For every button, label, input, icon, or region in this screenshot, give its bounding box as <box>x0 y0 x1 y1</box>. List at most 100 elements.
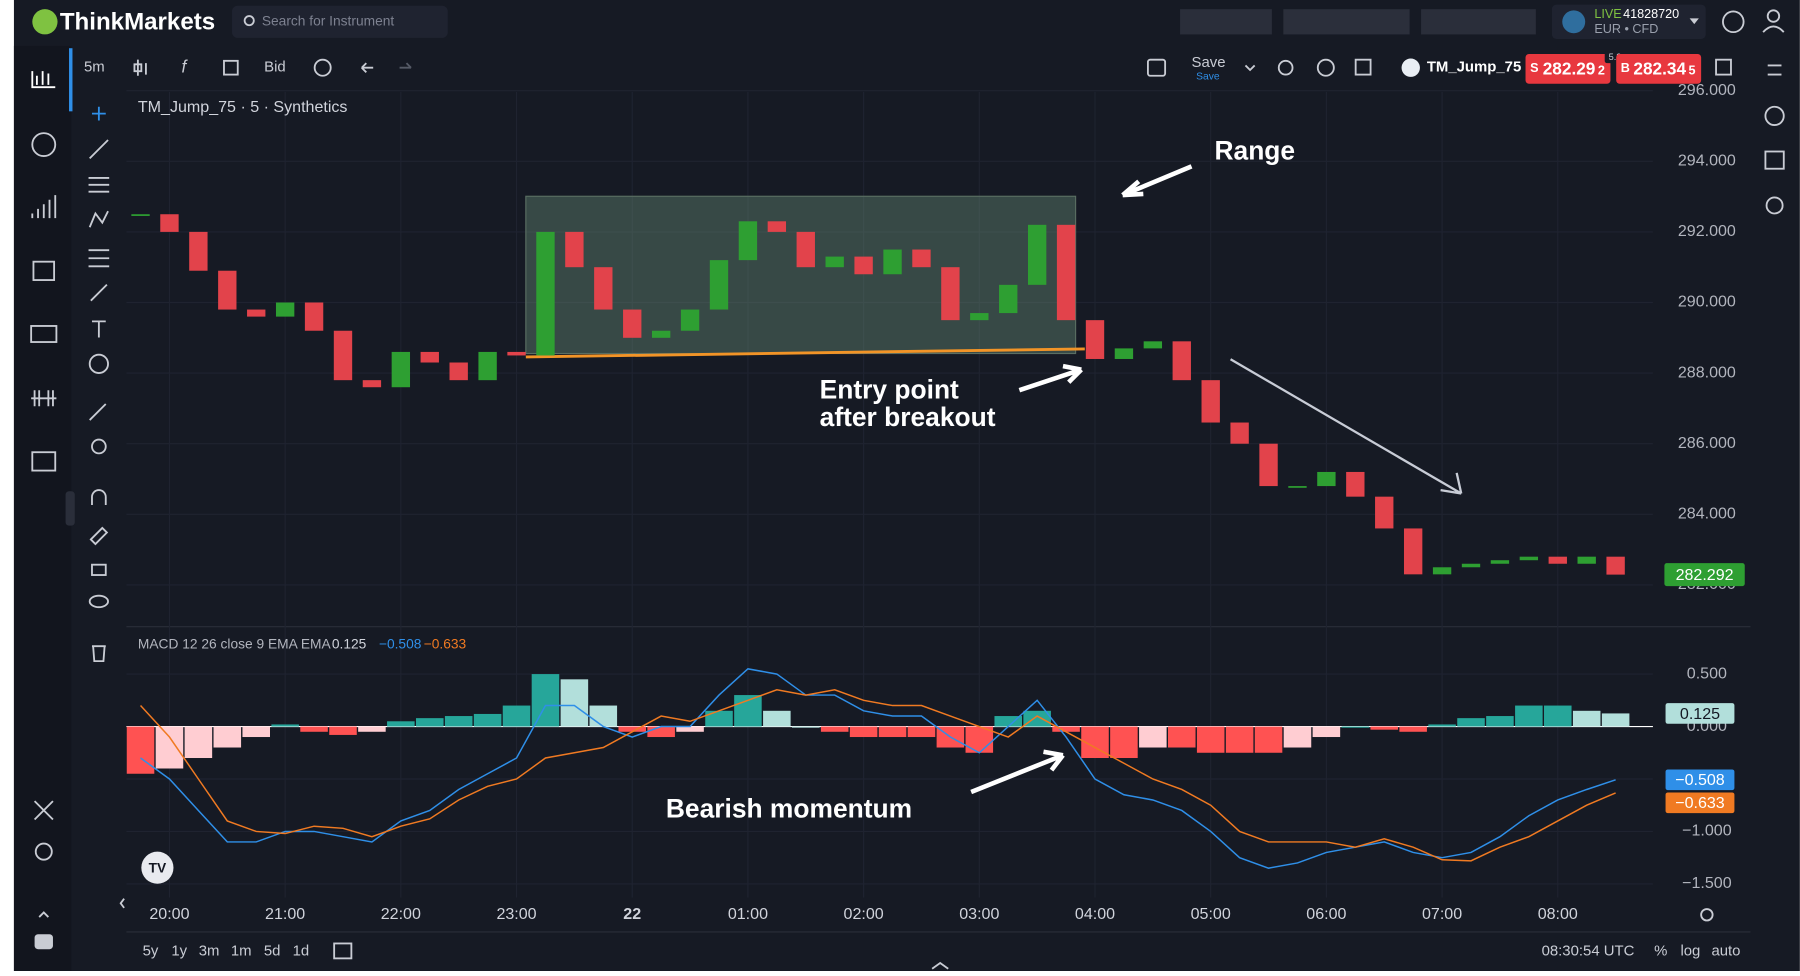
buy-pip[interactable]: 5 <box>1689 63 1696 77</box>
tv-logo[interactable] <box>141 851 174 884</box>
line-tool[interactable] <box>89 139 109 160</box>
log-toggle[interactable]: log <box>1680 942 1700 959</box>
nav-tools[interactable] <box>31 390 57 407</box>
magnet-tool[interactable] <box>91 489 107 506</box>
search-box[interactable] <box>232 5 448 38</box>
histogram-bar <box>271 724 299 727</box>
redo-icon[interactable] <box>399 62 412 69</box>
candle <box>912 249 931 268</box>
undo-icon[interactable] <box>361 62 374 73</box>
y-tick-label: 296.000 <box>1678 81 1736 99</box>
x-tick-label: 20:00 <box>149 905 189 923</box>
nav-expand[interactable] <box>65 491 75 526</box>
nav-theme[interactable] <box>34 842 53 861</box>
popout-icon[interactable] <box>1715 58 1732 76</box>
interval[interactable]: 5m <box>84 59 105 76</box>
value-badge <box>1665 703 1735 724</box>
nav-chat[interactable] <box>34 934 53 950</box>
layouts-icon[interactable] <box>223 59 239 76</box>
crosshair-tool[interactable] <box>91 106 106 121</box>
sell-button[interactable] <box>1525 53 1611 84</box>
x-tick-label: 22 <box>623 905 641 923</box>
sell-pip[interactable]: 2 <box>1598 63 1605 77</box>
quick-search-icon[interactable] <box>1277 59 1294 76</box>
axis-settings[interactable] <box>1700 908 1714 922</box>
histogram-bar <box>1225 726 1254 753</box>
account-dropdown[interactable] <box>1689 18 1699 25</box>
candle <box>391 351 411 388</box>
price-type[interactable]: Bid <box>264 59 286 76</box>
histogram-bar <box>329 726 357 735</box>
goto-date-icon[interactable] <box>333 942 353 960</box>
nav-analysis[interactable] <box>31 195 57 219</box>
indicators-icon[interactable]: f <box>182 56 189 76</box>
candle <box>767 221 787 232</box>
candle <box>651 330 671 338</box>
save-button[interactable]: Save <box>1192 54 1226 71</box>
buy-side[interactable]: B <box>1621 61 1630 75</box>
nav-mute[interactable] <box>33 800 54 821</box>
nav-markets[interactable] <box>31 132 57 158</box>
candle <box>304 302 324 331</box>
range-button[interactable]: 5d <box>264 942 281 959</box>
sidebar-alarm[interactable] <box>1765 196 1784 215</box>
range-buttons: 5y 1y 3m 1m 5d 1d <box>143 942 310 959</box>
account-box[interactable] <box>1551 4 1706 40</box>
zoom-tool[interactable] <box>91 438 107 455</box>
text-tool[interactable] <box>91 320 106 338</box>
histogram-bar <box>1544 705 1572 727</box>
range-button[interactable]: 1y <box>171 942 187 959</box>
range-button[interactable]: 3m <box>199 942 220 959</box>
range-button[interactable]: 5y <box>143 942 159 959</box>
profile-icon[interactable] <box>1766 9 1781 23</box>
nav-video[interactable] <box>31 451 57 472</box>
help-icon[interactable] <box>1722 10 1745 34</box>
settings-icon[interactable] <box>1316 58 1335 77</box>
lock-drawing-tool[interactable] <box>89 526 109 546</box>
panel-toggle[interactable] <box>931 961 949 970</box>
brush-tool[interactable] <box>90 283 108 302</box>
hide-tool[interactable] <box>88 594 109 609</box>
select-icon[interactable] <box>1146 58 1167 77</box>
delete-tool[interactable] <box>91 645 106 663</box>
chart-type-icon[interactable] <box>133 59 147 76</box>
buy-price[interactable]: 282.34 <box>1633 59 1686 79</box>
range-button[interactable]: 1d <box>293 942 310 959</box>
auto-toggle[interactable]: auto <box>1711 942 1740 959</box>
blurred-info <box>1283 9 1410 35</box>
lock-tool[interactable] <box>91 563 107 576</box>
emoji-tool[interactable] <box>88 353 109 374</box>
search-placeholder[interactable]: Search for Instrument <box>262 13 395 28</box>
scroll-left[interactable] <box>119 898 125 909</box>
percent-toggle[interactable]: % <box>1654 942 1667 959</box>
nav-money[interactable] <box>30 325 58 343</box>
buy-button[interactable] <box>1616 53 1702 84</box>
nav-up[interactable] <box>38 911 50 918</box>
sidebar-news[interactable] <box>1764 150 1785 170</box>
search-icon <box>243 15 255 27</box>
range-button[interactable]: 1m <box>231 942 252 959</box>
y-tick-label: 292.000 <box>1678 222 1736 240</box>
symbol[interactable]: TM_Jump_75 <box>1427 59 1521 76</box>
add-icon[interactable] <box>313 58 332 77</box>
x-tick-label: 07:00 <box>1422 905 1462 923</box>
histogram-bar <box>647 726 675 738</box>
candle <box>1346 471 1365 497</box>
nav-charts[interactable] <box>31 71 56 89</box>
histogram-bar <box>155 726 184 769</box>
fib-tool[interactable] <box>88 249 110 268</box>
save-dropdown[interactable] <box>1244 64 1256 72</box>
x-tick-label: 03:00 <box>959 905 999 923</box>
nav-calendar[interactable] <box>32 260 56 281</box>
value-badge-label: −0.508 <box>1675 771 1725 789</box>
measure-tool[interactable] <box>89 403 107 421</box>
sell-side[interactable]: S <box>1530 61 1538 75</box>
channel-tool[interactable] <box>88 176 110 193</box>
account-type: EUR • CFD <box>1594 22 1658 36</box>
sell-price[interactable]: 282.29 <box>1543 59 1596 79</box>
pattern-tool[interactable] <box>88 210 109 228</box>
fullscreen-icon[interactable] <box>1354 58 1372 76</box>
histogram-bar <box>618 726 647 732</box>
sidebar-info[interactable] <box>1764 105 1785 127</box>
sidebar-swap[interactable] <box>1767 64 1782 76</box>
